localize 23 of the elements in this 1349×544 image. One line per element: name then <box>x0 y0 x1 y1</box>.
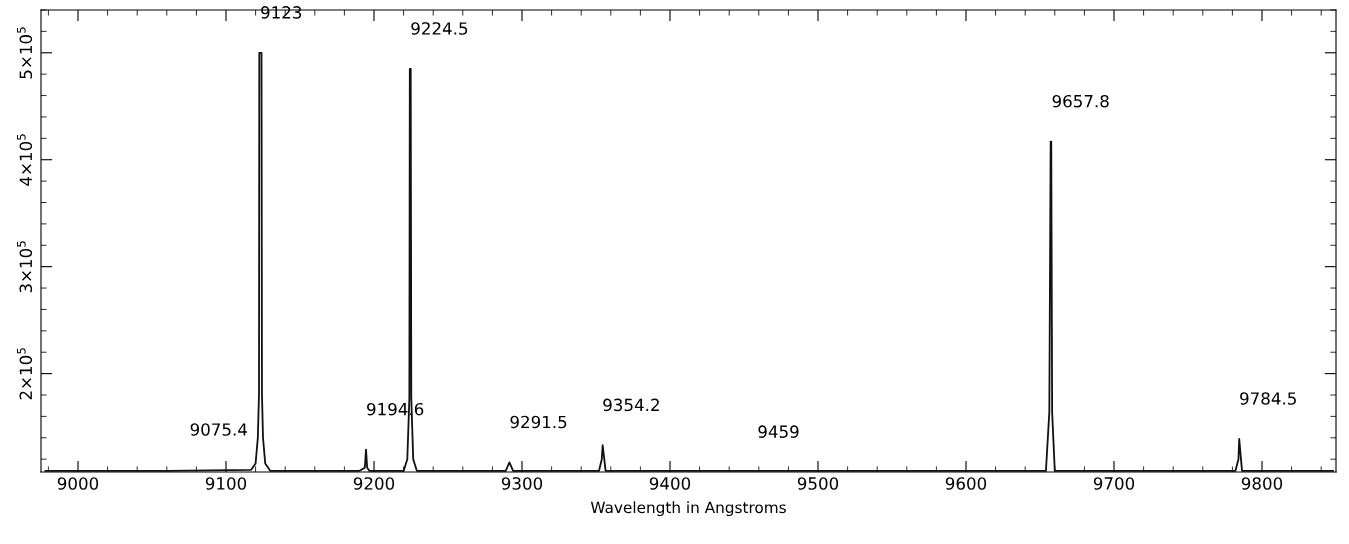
y-tick-label: 4×10$^{5}$ <box>16 134 33 186</box>
x-tick-label: 9500 <box>797 477 839 490</box>
x-tick-label: 9200 <box>353 477 395 490</box>
annotation: 9224.5 <box>411 22 468 35</box>
x-tick-label: 9800 <box>1241 477 1283 490</box>
x-axis-title: Wavelength in Angstroms <box>590 501 786 517</box>
x-tick-label: 9000 <box>57 477 99 490</box>
annotation: 9123 <box>261 6 302 19</box>
annotation: 9459 <box>758 425 799 438</box>
y-tick-label: 2×10$^{5}$ <box>16 348 33 400</box>
annotation: 9354.2 <box>603 398 659 412</box>
x-tick-label: 9300 <box>501 477 543 490</box>
annotation: 9291.5 <box>510 415 567 429</box>
y-tick-label: 5×10$^{5}$ <box>16 27 33 79</box>
x-tick-label: 9400 <box>649 477 691 490</box>
annotation: 9784.5 <box>1240 392 1296 405</box>
y-tick-label: 3×10$^{5}$ <box>16 241 33 293</box>
annotation: 9657.8 <box>1052 94 1109 108</box>
x-tick-label: 9700 <box>1093 477 1135 490</box>
annotation: 9075.4 <box>190 423 247 436</box>
line-series <box>44 51 1334 472</box>
x-tick-label: 9100 <box>205 477 247 490</box>
x-tick-label: 9600 <box>945 477 987 490</box>
